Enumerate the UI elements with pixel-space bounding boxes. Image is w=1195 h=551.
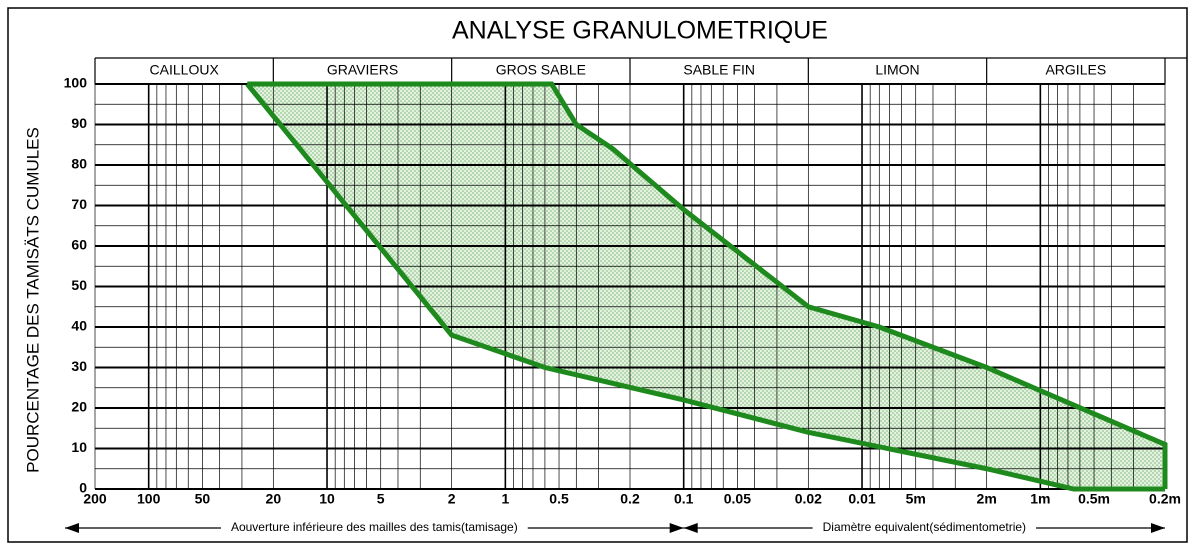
class-label: GROS SABLE xyxy=(496,62,586,78)
y-tick-label: 80 xyxy=(71,156,87,172)
x-annotation: Aouverture inférieure des mailles des ta… xyxy=(231,520,518,534)
arrow-head xyxy=(683,523,698,533)
class-label: SABLE FIN xyxy=(683,62,755,78)
x-tick-label: 0.5 xyxy=(549,491,569,507)
x-annotation: Diamètre equivalent(sédimentometrie) xyxy=(823,520,1026,534)
boundary-curve xyxy=(247,81,1168,489)
y-tick-label: 0 xyxy=(79,480,87,496)
arrow-head xyxy=(1151,523,1165,533)
x-tick-label: 10 xyxy=(319,491,335,507)
x-tick-label: 2 xyxy=(448,491,456,507)
frame xyxy=(7,7,1188,543)
x-tick-label: 5m xyxy=(906,491,926,507)
y-tick-label: 100 xyxy=(64,75,88,91)
y-tick-label: 20 xyxy=(71,399,87,415)
chart-title: ANALYSE GRANULOMETRIQUE xyxy=(452,17,828,45)
y-axis-label: POURCENTAGE DES TAMISÄTS CUMULES xyxy=(23,127,42,473)
y-tick-label: 40 xyxy=(71,318,87,334)
x-tick-label: 50 xyxy=(195,491,211,507)
x-tick-label: 0.2m xyxy=(1149,491,1181,507)
x-tick-label: 0.2 xyxy=(620,491,640,507)
y-tick-label: 90 xyxy=(71,115,87,131)
x-tick-label: 2m xyxy=(977,491,997,507)
y-tick-label: 50 xyxy=(71,277,87,293)
class-label: GRAVIERS xyxy=(327,62,398,78)
x-tick-label: 20 xyxy=(266,491,282,507)
y-tick-label: 10 xyxy=(71,439,87,455)
x-tick-label: 1m xyxy=(1030,491,1050,507)
x-tick-label: 0.05 xyxy=(724,491,751,507)
x-tick-label: 200 xyxy=(83,491,107,507)
y-tick-label: 70 xyxy=(71,196,87,212)
class-label: LIMON xyxy=(875,62,919,78)
y-tick-label: 30 xyxy=(71,358,87,374)
x-tick-label: 0.02 xyxy=(795,491,822,507)
x-tick-label: 0.1 xyxy=(674,491,694,507)
y-tick-label: 60 xyxy=(71,237,87,253)
x-tick-label: 1 xyxy=(501,491,509,507)
arrow-head xyxy=(65,523,79,533)
x-tick-label: 0.01 xyxy=(848,491,875,507)
x-tick-label: 0.5m xyxy=(1078,491,1110,507)
x-tick-label: 100 xyxy=(137,491,161,507)
x-tick-label: 5 xyxy=(377,491,385,507)
arrow-head xyxy=(669,523,684,533)
class-label: ARGILES xyxy=(1045,62,1106,78)
class-label: CAILLOUX xyxy=(150,62,220,78)
boundary-curve xyxy=(245,82,1165,492)
